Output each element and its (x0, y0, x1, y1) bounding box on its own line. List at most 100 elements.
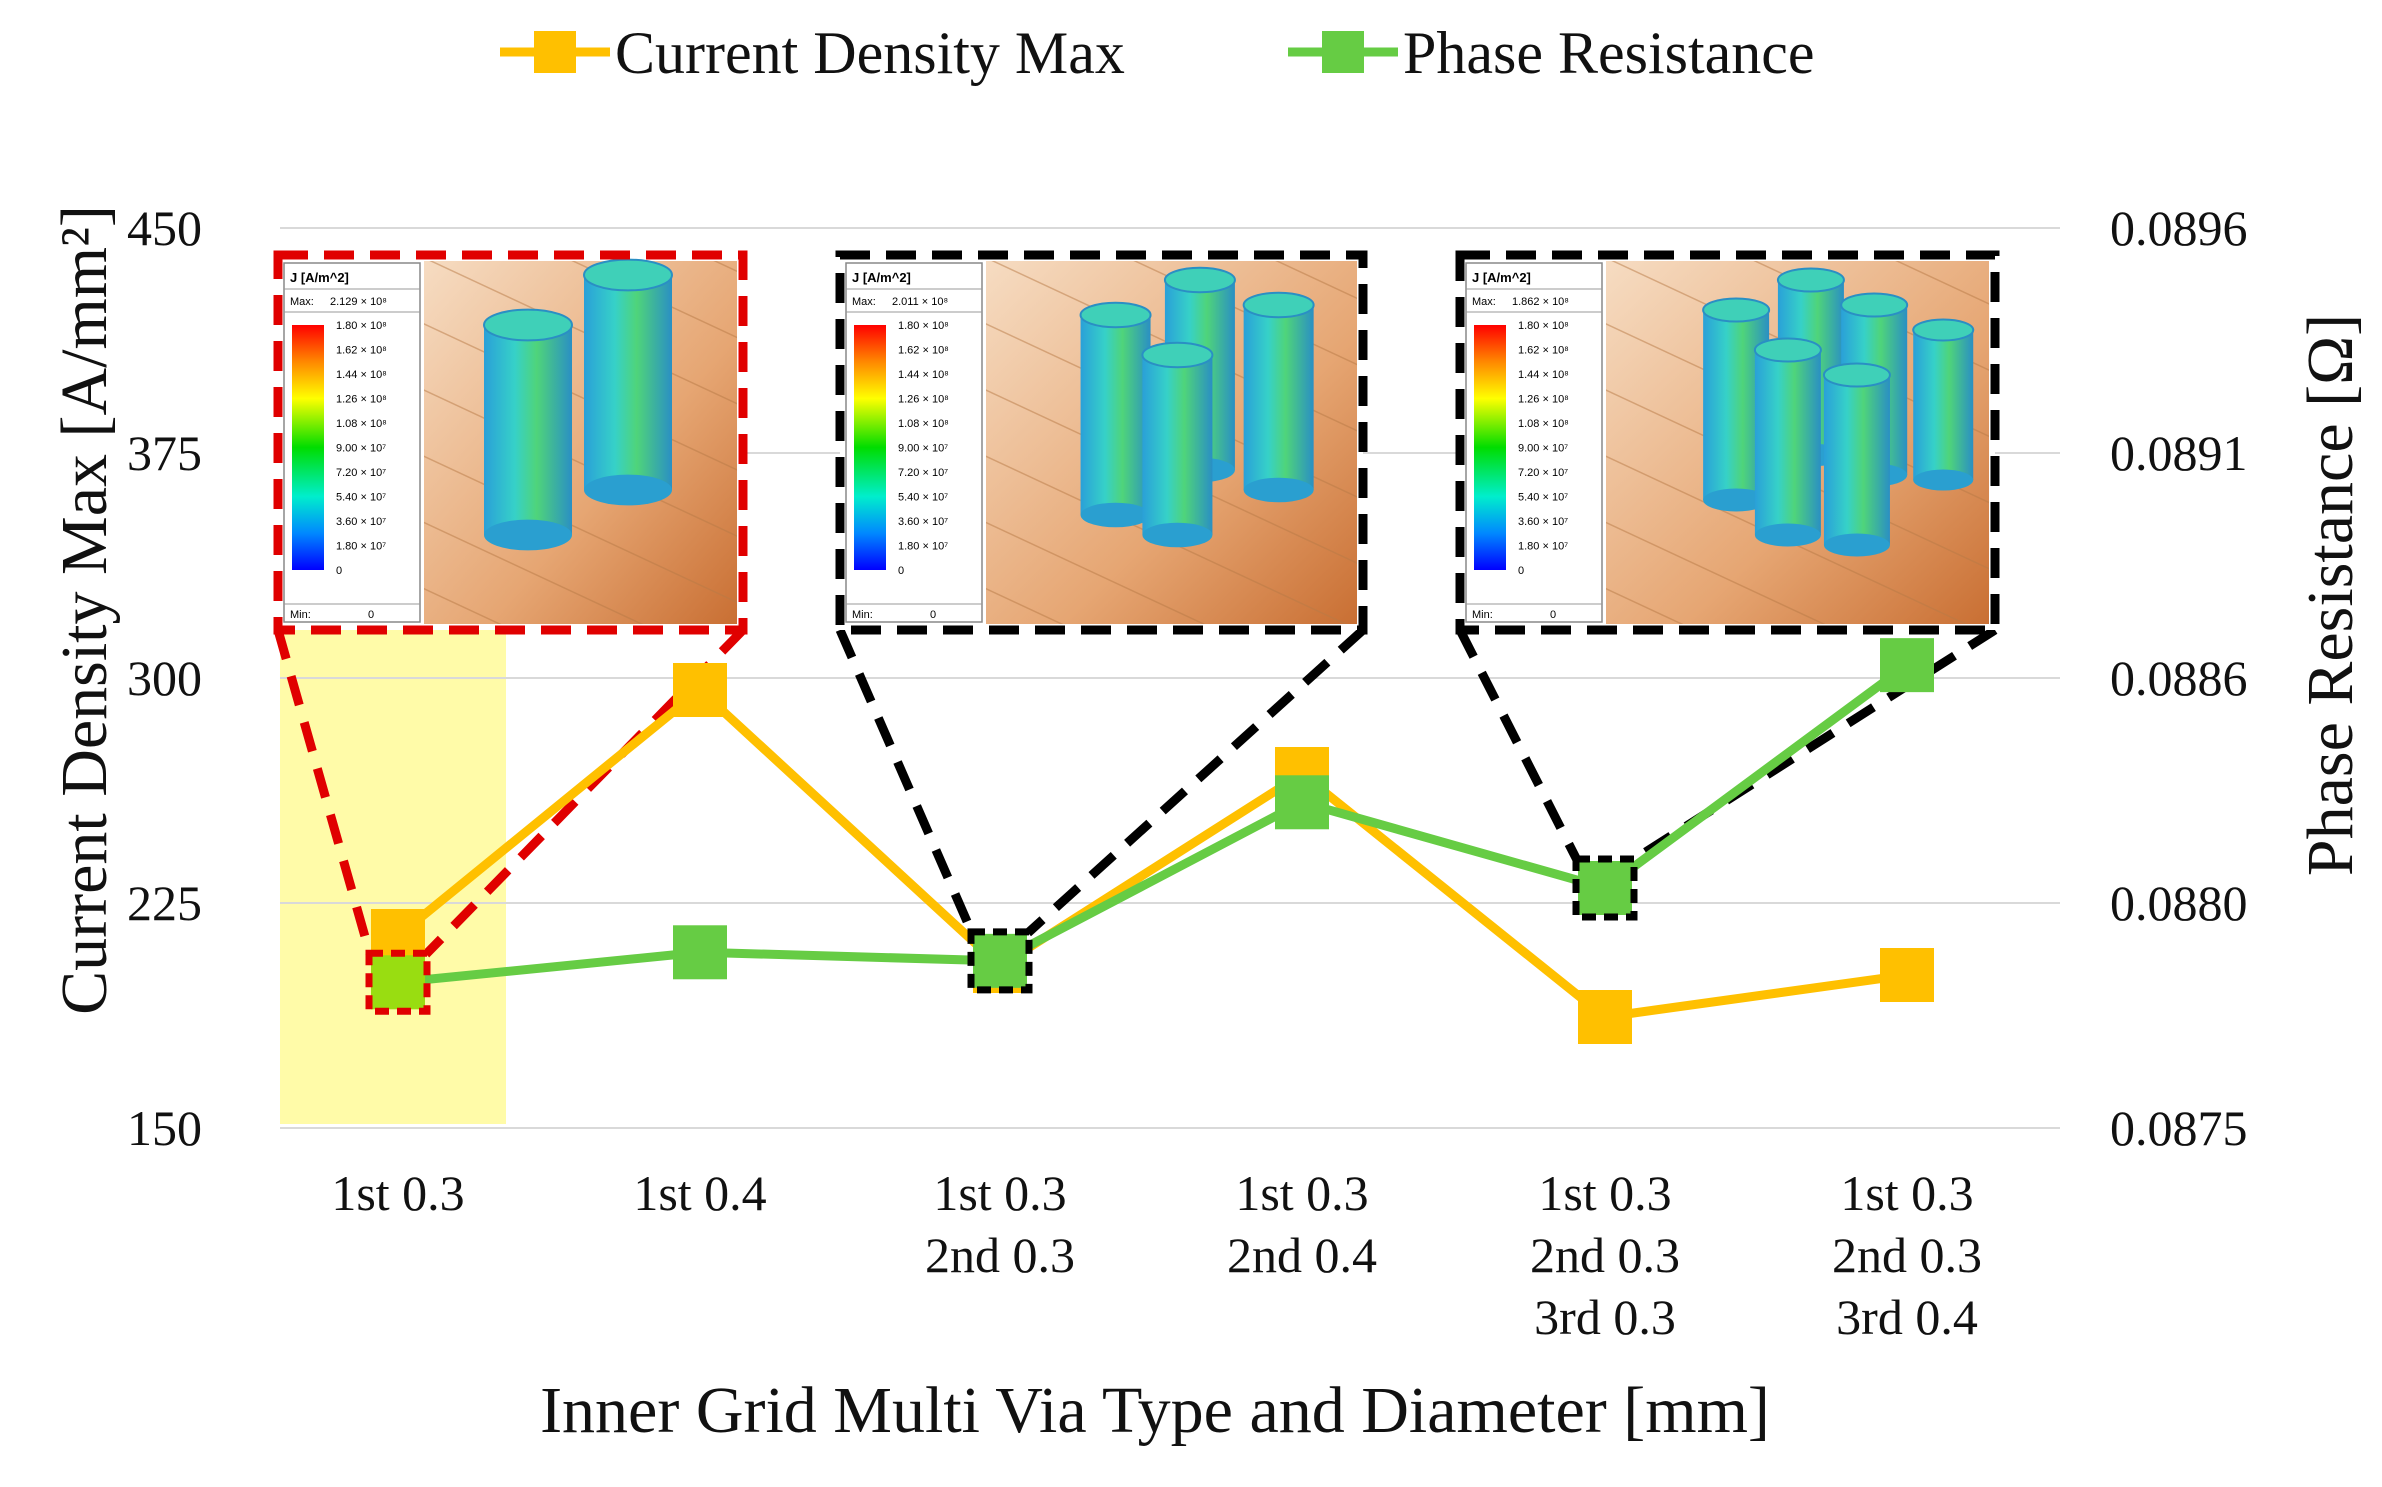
x-tick-label: 1st 0.3 (933, 1165, 1066, 1221)
colorbar-tick-label: 1.62 × 10⁸ (1518, 345, 1569, 357)
colorbar-gradient (292, 325, 324, 570)
via-bottom (1913, 469, 1974, 491)
colorbar-tick-label: 0 (898, 565, 904, 577)
x-tick-label: 1st 0.3 (1235, 1165, 1368, 1221)
via-cylinder (1754, 350, 1821, 535)
colorbar-title: J [A/m^2] (1472, 270, 1531, 285)
via-top (1912, 318, 1975, 342)
data-point (1880, 638, 1934, 693)
y-left-tick-label: 450 (127, 200, 202, 256)
colorbar-tick-label: 1.80 × 10⁸ (898, 320, 949, 332)
x-tick-label: 2nd 0.4 (1227, 1227, 1377, 1283)
colorbar-tick-label: 1.80 × 10⁸ (1518, 320, 1569, 332)
colorbar-tick-label: 1.62 × 10⁸ (898, 345, 949, 357)
inset-figure: J [A/m^2] Max: 2.129 × 10⁸ 1.80 × 10⁸ 1.62 ×… (273, 250, 748, 635)
y-right-tick-label: 0.0891 (2110, 425, 2248, 481)
x-tick-label: 1st 0.4 (633, 1165, 766, 1221)
colorbar-tick-label: 0 (1518, 565, 1524, 577)
colorbar-min-value: 0 (1550, 609, 1556, 621)
series-line-phase-resistance (397, 661, 1910, 987)
via-cylinder (1913, 330, 1974, 480)
legend-label-phase-resistance: Phase Resistance (1403, 20, 1815, 86)
colorbar-tick-label: 1.26 × 10⁸ (336, 394, 387, 406)
inset-render-texture (424, 261, 737, 624)
colorbar-tick-label: 1.80 × 10⁷ (1518, 541, 1568, 553)
via-cylinder (1243, 305, 1314, 490)
colorbar-tick-label: 3.60 × 10⁷ (1518, 516, 1568, 528)
colorbar-tick-label: 3.60 × 10⁷ (336, 516, 386, 528)
x-axis-title: Inner Grid Multi Via Type and Diameter [… (540, 1374, 1770, 1447)
via-cylinder (1823, 375, 1890, 545)
via-top (1822, 362, 1891, 388)
colorbar-tick-label: 1.26 × 10⁸ (1518, 394, 1569, 406)
x-tick-label: 3rd 0.4 (1836, 1289, 1978, 1345)
legend-item-current-density: Current Density Max (500, 20, 1125, 86)
legend: Current Density Max Phase Resistance (500, 20, 1815, 86)
via-top (1702, 297, 1771, 323)
colorbar-tick-label: 7.20 × 10⁷ (336, 467, 386, 479)
via-bottom (584, 474, 672, 506)
y-right-tick-label: 0.0875 (2110, 1100, 2248, 1156)
y-right-tick-label: 0.0896 (2110, 200, 2248, 256)
data-point (1578, 861, 1632, 915)
legend-marker-current-density (534, 31, 576, 73)
x-tick-label: 1st 0.3 (1538, 1165, 1671, 1221)
via-cylinder (484, 325, 572, 535)
via-top (1840, 292, 1909, 318)
colorbar-min-label: Min: (852, 609, 873, 621)
y-left-tick-label: 375 (127, 425, 202, 481)
via-top (1079, 301, 1152, 329)
colorbar-tick-label: 1.26 × 10⁸ (898, 394, 949, 406)
colorbar-max-value: 1.862 × 10⁸ (1512, 296, 1569, 308)
data-point (973, 933, 1027, 988)
y-left-tick-label: 300 (127, 650, 202, 706)
via-top (1163, 266, 1236, 294)
x-tick-label: 1st 0.3 (331, 1165, 464, 1221)
colorbar-tick-label: 5.40 × 10⁷ (336, 492, 386, 504)
via-top (483, 308, 573, 342)
via-bottom (1080, 502, 1151, 528)
via-cylinder (584, 275, 672, 490)
colorbar-tick-label: 9.00 × 10⁷ (898, 443, 948, 455)
via-top (1776, 267, 1845, 293)
series-line-current-density (395, 685, 1908, 1022)
x-tick-label: 2nd 0.3 (1530, 1227, 1680, 1283)
colorbar-min-label: Min: (1472, 609, 1493, 621)
via-cylinder (1142, 355, 1213, 535)
point-highlight-box (365, 949, 431, 1015)
colorbar-tick-label: 1.44 × 10⁸ (898, 369, 949, 381)
colorbar-tick-label: 1.08 × 10⁸ (336, 418, 387, 430)
colorbar-max-value: 2.011 × 10⁸ (892, 296, 948, 308)
data-point (1275, 775, 1329, 830)
y-axis-left-title: Current Density Max [A/mm²] (48, 205, 121, 1015)
callout-line (1455, 627, 1582, 863)
data-point (1578, 990, 1632, 1044)
inset-figure: J [A/m^2] Max: 1.862 × 10⁸ 1.80 × 10⁸ 1.62 ×… (1455, 250, 2000, 635)
via-top (1141, 341, 1214, 369)
colorbar-tick-label: 1.08 × 10⁸ (1518, 418, 1569, 430)
via-bottom (1703, 488, 1770, 512)
y-axis-right-title: Phase Resistance [Ω] (2294, 314, 2367, 876)
via-bottom (1142, 522, 1213, 548)
colorbar-tick-label: 1.80 × 10⁸ (336, 320, 387, 332)
inset-layer: J [A/m^2] Max: 2.129 × 10⁸ 1.80 × 10⁸ 1.62 ×… (273, 250, 2000, 635)
x-tick-label: 2nd 0.3 (1832, 1227, 1982, 1283)
colorbar-max-label: Max: (1472, 296, 1496, 308)
y-right-tick-label: 0.0880 (2110, 875, 2248, 931)
data-point (673, 663, 727, 717)
legend-item-phase-resistance: Phase Resistance (1288, 20, 1815, 86)
tick-layer: 150 225 300 375 450 0.0875 0.0880 0.0886 0.0891 0… (127, 200, 2248, 1345)
y-left-tick-label: 225 (127, 875, 202, 931)
y-right-tick-label: 0.0886 (2110, 650, 2248, 706)
inset-border (835, 250, 1368, 635)
colorbar-tick-label: 7.20 × 10⁷ (898, 467, 948, 479)
colorbar-tick-label: 1.80 × 10⁷ (336, 541, 386, 553)
colorbar-tick-label: 9.00 × 10⁷ (336, 443, 386, 455)
via-bottom (484, 519, 572, 551)
legend-marker-phase-resistance (1322, 31, 1364, 73)
colorbar-max-label: Max: (290, 296, 314, 308)
via-top (1242, 291, 1315, 319)
colorbar-tick-label: 1.08 × 10⁸ (898, 418, 949, 430)
y-left-tick-label: 150 (127, 1100, 202, 1156)
x-tick-label: 1st 0.3 (1840, 1165, 1973, 1221)
